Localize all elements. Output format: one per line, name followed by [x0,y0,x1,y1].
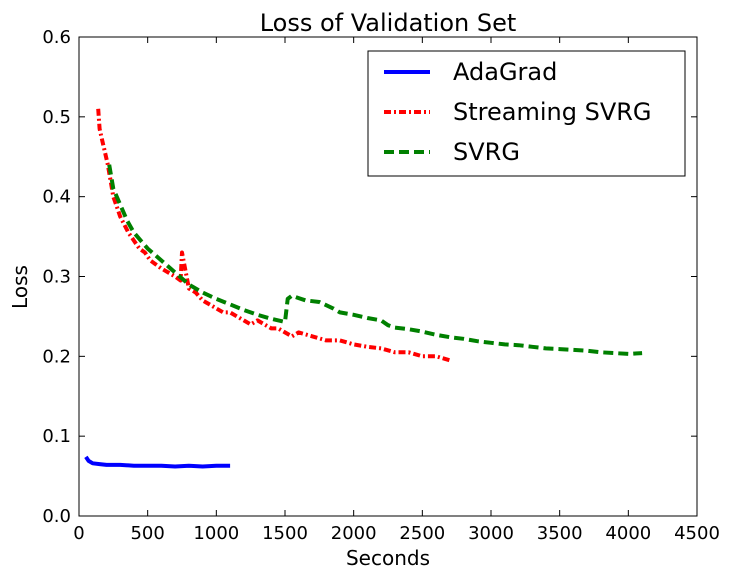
plot-series [84,108,643,469]
series-line-streaming-svrg [96,108,451,363]
chart-title: Loss of Validation Set [260,9,517,37]
x-tick-label: 3500 [537,523,583,544]
y-tick-label: 0.2 [42,346,71,367]
legend-label: AdaGrad [453,58,557,86]
y-axis-label: Loss [8,265,32,309]
x-tick-label: 0 [73,523,84,544]
legend: AdaGrad Streaming SVRG SVRG [367,50,686,177]
x-tick-label: 1000 [193,523,239,544]
y-tick-label: 0.0 [42,506,71,527]
x-tick-label: 2000 [331,523,377,544]
x-tick-label: 2500 [399,523,445,544]
y-tick-label: 0.4 [42,187,71,208]
x-tick-label: 4000 [605,523,651,544]
legend-label: SVRG [453,138,520,166]
y-tick-label: 0.1 [42,426,71,447]
legend-label: Streaming SVRG [453,98,652,126]
y-tick-label: 0.5 [42,107,71,128]
y-tick-label: 0.6 [42,27,71,48]
x-tick-label: 4500 [674,523,720,544]
series-line-svrg [107,164,643,356]
series-line-adagrad [84,455,231,469]
y-tick-label: 0.3 [42,267,71,288]
x-axis-label: Seconds [346,546,430,570]
x-tick-label: 1500 [262,523,308,544]
x-tick-label: 3000 [468,523,514,544]
axes: 0 500 1000 1500 2000 2500 3000 3500 4000 4500 0.0 0… [42,27,720,544]
x-tick-label: 500 [130,523,164,544]
